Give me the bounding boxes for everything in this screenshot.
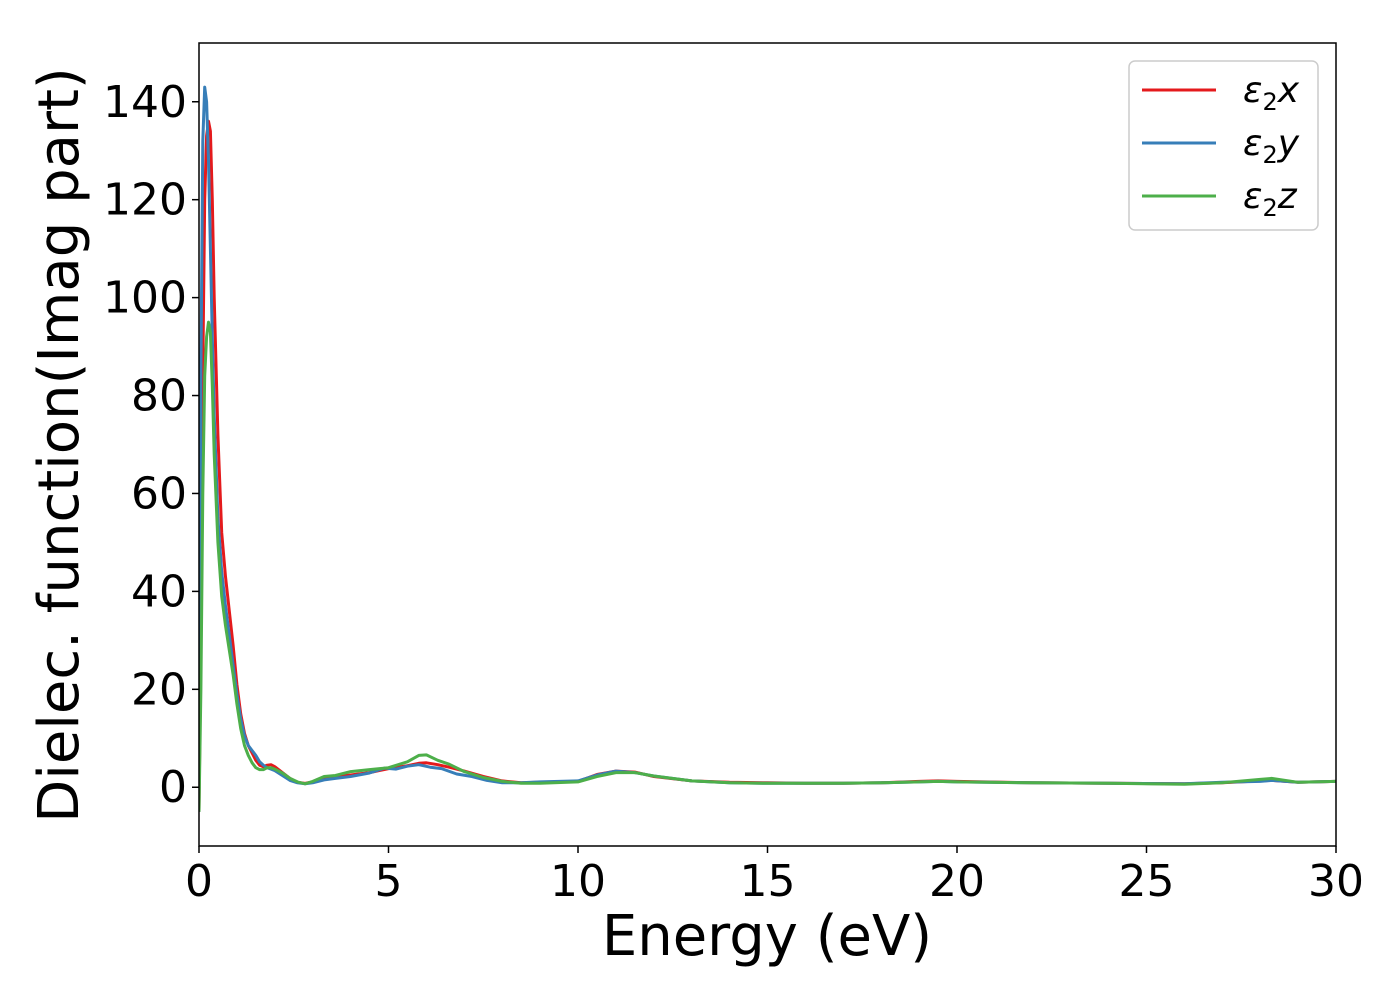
series-layer (199, 85, 1336, 812)
x-tick-label: 0 (185, 856, 213, 907)
y-axis-label: Dielec. function(Imag part) (27, 67, 92, 823)
legend-box (1128, 60, 1319, 231)
x-axis-label: Energy (eV) (602, 904, 932, 969)
legend-label-x: ε2x (1243, 70, 1300, 116)
x-tick-label: 5 (375, 856, 403, 907)
y-tick-label: 40 (131, 566, 187, 617)
y-tick-label: 60 (131, 468, 187, 519)
x-tick-label: 10 (550, 856, 606, 907)
legend-label-y: ε2y (1243, 123, 1300, 169)
y-tick-label: 0 (159, 762, 187, 813)
series-line-z (199, 320, 1336, 812)
y-tick-label: 140 (103, 77, 187, 128)
y-tick-label: 80 (131, 371, 187, 422)
legend: ε2x ε2y ε2z (1128, 60, 1319, 231)
x-tick-label: 25 (1119, 856, 1175, 907)
x-tick-label: 15 (740, 856, 796, 907)
legend-label-z: ε2z (1243, 176, 1298, 222)
y-tick-label: 100 (103, 273, 187, 324)
x-axis-ticks: 0 5 10 15 20 25 30 (185, 846, 1364, 907)
x-tick-label: 20 (929, 856, 985, 907)
y-tick-label: 20 (131, 664, 187, 715)
y-axis-ticks: 0 20 40 60 80 100 120 140 (103, 77, 199, 813)
x-tick-label: 30 (1308, 856, 1364, 907)
y-tick-label: 120 (103, 175, 187, 226)
